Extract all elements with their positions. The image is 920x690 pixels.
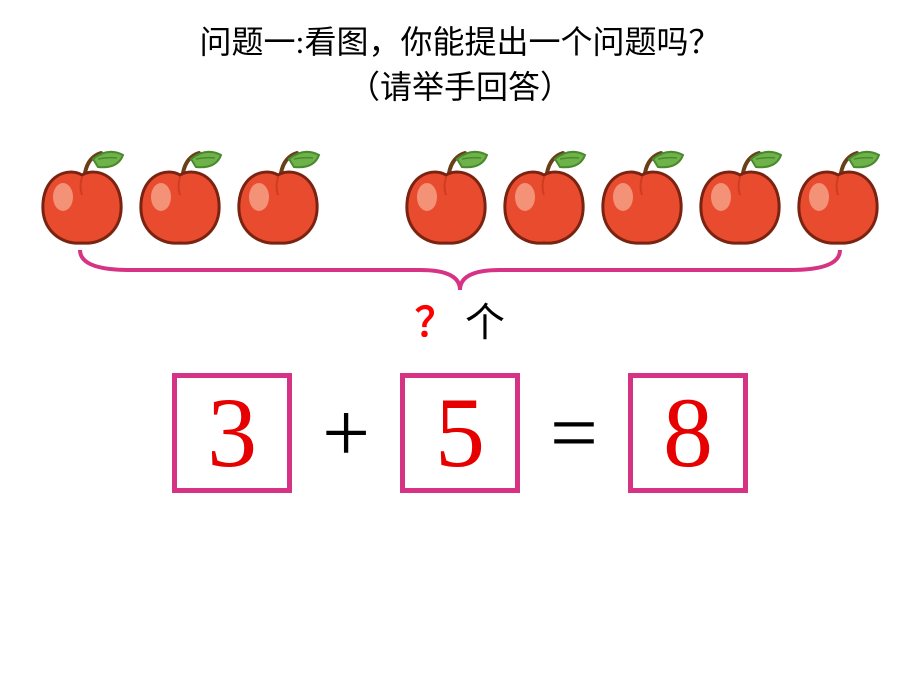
apple	[229, 145, 327, 250]
question-unit: 个	[465, 300, 505, 345]
apple-icon	[33, 145, 131, 250]
apple	[33, 145, 131, 250]
apple-icon	[593, 145, 691, 250]
apple	[593, 145, 691, 250]
apples-row	[0, 145, 920, 250]
question-title: 问题一:看图，你能提出一个问题吗？ （请举手回答）	[0, 0, 920, 110]
equation-num3: 8	[628, 373, 748, 493]
apple-icon	[789, 145, 887, 250]
apple	[691, 145, 789, 250]
equation-num2: 5	[400, 373, 520, 493]
apple-group-left	[33, 145, 327, 250]
count-question: ？ 个	[0, 290, 920, 348]
operator-plus: +	[322, 384, 370, 482]
apple-icon	[691, 145, 789, 250]
apple	[495, 145, 593, 250]
question-mark: ？	[415, 300, 455, 345]
equation-num1: 3	[172, 373, 292, 493]
curly-brace-icon	[70, 245, 850, 295]
brace-container	[0, 245, 920, 295]
apple	[131, 145, 229, 250]
operator-equals: =	[550, 384, 598, 482]
apple	[397, 145, 495, 250]
apple	[789, 145, 887, 250]
apple-icon	[131, 145, 229, 250]
title-line-1: 问题一:看图，你能提出一个问题吗？	[0, 20, 920, 65]
title-line-2: （请举手回答）	[0, 65, 920, 110]
apple-icon	[495, 145, 593, 250]
apple-icon	[229, 145, 327, 250]
apple-group-right	[397, 145, 887, 250]
equation-row: 3 + 5 = 8	[0, 373, 920, 493]
apple-icon	[397, 145, 495, 250]
